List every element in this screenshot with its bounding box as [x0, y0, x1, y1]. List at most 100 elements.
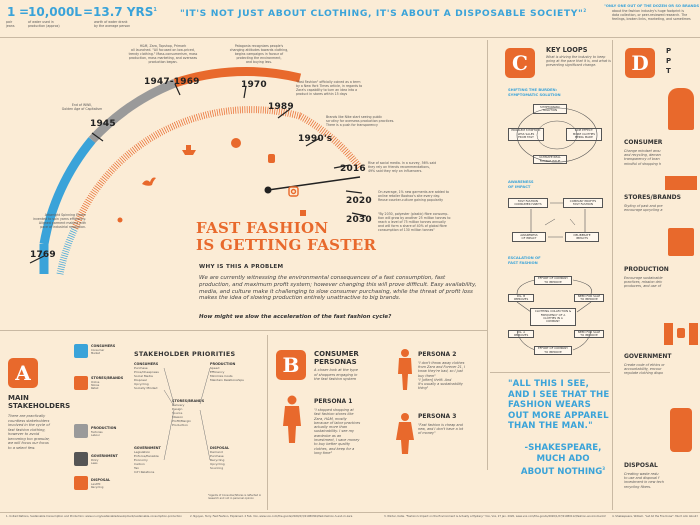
- priority-item: Speed: [210, 366, 220, 370]
- d-government-title: GOVERNMENT: [624, 353, 672, 360]
- store-icon: [74, 376, 88, 390]
- note-2020: On average, 1% new garments are added to…: [378, 190, 449, 202]
- marker-2016: [333, 164, 351, 169]
- d-production-icon: [668, 228, 694, 256]
- divider-c-bottom: [490, 372, 610, 373]
- loop3-node: CLOTHING COLLECTION & FREQUENCY OF A CLO…: [530, 308, 576, 326]
- label-government: GOVERNMENT: [91, 454, 118, 458]
- priority-item: Efficiency: [210, 370, 225, 375]
- priorities-connectors: [163, 367, 211, 461]
- label-consumers: CONSUMERS: [91, 344, 116, 348]
- d-government-text: Create code of ethics or accountability,…: [624, 363, 665, 376]
- priority-group-stores: STORES/BRANDS Delivery Design Source Missio…: [172, 399, 216, 428]
- loop1-node: ULTIMATE REAL FIXABLE ISSUE: [533, 155, 567, 164]
- section-b-badge: B: [276, 350, 306, 380]
- section-c-badge: C: [505, 48, 535, 78]
- header-stats: 1 pair jeans = 10,000L of water used in …: [5, 4, 165, 34]
- priority-item: Enforce/Penalize: [134, 454, 159, 459]
- section-a-body: There are practically countless stakehol…: [8, 414, 50, 450]
- priority-item: Upcycling: [134, 382, 149, 387]
- equals-sign: =: [19, 5, 30, 19]
- priority-item: Profit/Margin: [172, 419, 192, 424]
- timeline-gauge: [29, 66, 367, 275]
- priority-item: Recycling: [210, 458, 225, 463]
- priority-item: Sourcing: [210, 466, 224, 471]
- year-2030: 2030: [346, 215, 372, 225]
- stat-years-caption: worth of water drank by the average pers…: [94, 20, 131, 28]
- section-a-title: MAIN STAKEHOLDERS: [8, 394, 71, 410]
- year-1945: 1945: [90, 119, 116, 129]
- equals-sign-2: =: [83, 5, 94, 19]
- priorities-heading: STAKEHOLDER PRIORITIES: [134, 350, 236, 358]
- d-disposal-title: DISPOSAL: [624, 462, 658, 469]
- marker-1945: [91, 132, 104, 142]
- loop1-title: SHIFTING THE BURDEN: SYMPTOMATIC SOLUTIO…: [508, 88, 561, 97]
- priority-item: Price/Cheapness: [134, 370, 159, 375]
- persona1-figure-icon: [283, 395, 301, 443]
- year-1970: 1970: [241, 80, 267, 90]
- stat-water-value: 10,000L: [28, 5, 82, 19]
- priority-item: Legislation: [134, 450, 151, 454]
- d-consumer-icon: [668, 88, 694, 130]
- gauge-needle-hub: [264, 186, 272, 194]
- paw-icon: [117, 217, 123, 223]
- year-1947: 1947-1969: [144, 77, 200, 87]
- divider-main-c: [487, 40, 488, 470]
- loop2-node: AWARENESS OF IMPACT: [512, 232, 546, 242]
- d-stores-text: Styling of past and pre encourage upcycl…: [624, 204, 663, 213]
- gauge-ticks-blue: [56, 226, 79, 275]
- problem-body: We are currently witnessing the environm…: [199, 275, 477, 302]
- label-stores: STORES/BRANDS: [91, 376, 124, 380]
- gauge-ticks-2: [298, 112, 363, 171]
- note-1945: End of WWII, Golden Age of Capitalism: [61, 103, 103, 111]
- section-a-badge: A: [8, 358, 38, 388]
- loop3-node: NEED FOR SALE TO IMPROVE: [574, 330, 604, 338]
- priority-item: Mission: [172, 415, 184, 420]
- priority-item: Minimize Costs: [210, 374, 233, 379]
- section-d-badge: D: [625, 48, 655, 78]
- d-consumer-text: Change mindset arou and recycling, deman…: [624, 149, 662, 166]
- marker-1970: [243, 85, 247, 99]
- priority-item: Upcycling: [210, 462, 225, 467]
- loop2-title: AWARENESS OF IMPACT: [508, 180, 534, 189]
- persona3-title: PERSONA 3: [418, 413, 457, 420]
- priority-item: Economy: [134, 458, 148, 463]
- year-2016: 2016: [340, 164, 366, 174]
- priority-item: Maintain Relationships: [210, 378, 244, 383]
- priority-item: Tax: [134, 466, 139, 471]
- section-c-body: What is driving the industry to keep goi…: [546, 55, 611, 67]
- persona2-figure-icon: [398, 349, 412, 390]
- priority-item: Disposal: [134, 378, 147, 383]
- loop3-node: NEED FOR SALE TO IMPROVE: [574, 294, 604, 302]
- stat-pair-caption: pair jeans: [6, 20, 15, 28]
- stat-years-value: 13.7 YRS1: [93, 5, 157, 19]
- consumer-icon: [74, 344, 88, 358]
- label-disposal: DISPOSAL: [91, 478, 111, 482]
- loop2-node: COMPANY PROFITS FAST FASHION: [563, 198, 603, 208]
- note-2030: "By 2030, polyester (plastic) fibre cons…: [378, 212, 451, 232]
- header-quote: "IT'S NOT JUST ABOUT CLOTHING, IT'S ABOU…: [180, 8, 587, 20]
- section-c-title: KEY LOOPS: [546, 46, 588, 54]
- priority-item: Production: [172, 423, 188, 428]
- marker-1989: [277, 108, 291, 119]
- persona1-text: "I stopped shopping at fast fashion stor…: [314, 408, 361, 455]
- priority-item: Carbon: [134, 462, 145, 467]
- year-1769: 1769: [30, 250, 56, 260]
- shakespeare-author: -SHAKESPEARE, MUCH ADO ABOUT NOTHING3: [520, 443, 606, 478]
- bird-icon: [142, 177, 156, 186]
- hand-icon: [268, 154, 275, 163]
- priorities-footnote: *Agents of Consumer/Stores is reflected …: [208, 494, 262, 500]
- ship-icon: [182, 145, 196, 155]
- footer-ref-4: 4. Shakespeare, William. "Let All the Fi…: [612, 515, 698, 518]
- loop1-arrows: [516, 107, 598, 163]
- priority-group-disposal: DISPOSAL Demand Purchase Recycling Upcyclin…: [210, 446, 264, 470]
- priority-item: Delivery: [172, 403, 185, 407]
- priority-item: Source: [172, 411, 183, 416]
- loop3-node: EFFORT OF COMPANY TO IMPROVE: [534, 276, 572, 285]
- priority-item: Purchase: [134, 366, 148, 370]
- priority-item: Demand: [210, 450, 223, 454]
- priority-item: Social Media: [134, 374, 153, 379]
- note-1990s: Brands like Nike start seeing public scr…: [326, 115, 395, 127]
- footer-ref-1: 1. United Nations, Sustainable Consumpti…: [6, 515, 182, 518]
- loop1-node: SIDE EFFECT: MORE CLOTHES BEING MADE: [566, 128, 602, 141]
